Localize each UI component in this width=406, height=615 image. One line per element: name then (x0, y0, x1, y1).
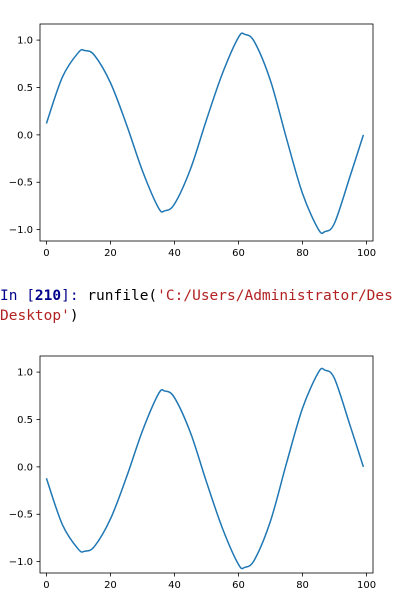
runfile-path-argument: 'C:/Users/Administrator/Des (157, 288, 393, 304)
x-tick-label: 60 (232, 580, 245, 591)
runfile-command: runfile( (87, 288, 158, 304)
y-tick-label: −0.5 (9, 178, 33, 189)
x-tick-label: 20 (104, 580, 117, 591)
input-prompt-number: 210 (34, 288, 62, 304)
y-tick-label: 0.5 (17, 83, 33, 94)
y-tick-label: −0.5 (9, 510, 33, 521)
x-tick-label: 60 (232, 248, 245, 259)
x-tick-label: 20 (104, 248, 117, 259)
console-output: In [210]: runfile('C:/Users/Administrato… (0, 286, 406, 326)
x-tick-label: 0 (43, 580, 49, 591)
line-chart-bottom: 0 20 40 60 80 100 −1.0 −0.5 0.0 0.5 1.0 (9, 355, 376, 591)
series-line (45, 32, 365, 235)
y-tick-label: 1.0 (17, 36, 33, 47)
plot-frame (39, 355, 374, 574)
x-tick-label: 100 (357, 580, 376, 591)
y-tick-label: 0.0 (17, 462, 33, 473)
x-tick-label: 0 (43, 248, 49, 259)
line-chart-top: 0 20 40 60 80 100 −1.0 −0.5 0.0 0.5 1.0 (9, 23, 376, 259)
x-tick-label: 40 (168, 248, 181, 259)
input-prompt-label: In [ (0, 288, 35, 304)
y-tick-label: 0.5 (17, 415, 33, 426)
y-tick-label: −1.0 (9, 225, 33, 236)
console-line-2: Desktop') (0, 308, 79, 324)
y-tick-label: −1.0 (9, 557, 33, 568)
runfile-close-paren: ) (69, 308, 79, 324)
console-line-1: In [210]: runfile('C:/Users/Administrato… (0, 288, 393, 304)
y-tick-label: 0.0 (17, 130, 33, 141)
x-tick-label: 40 (168, 580, 181, 591)
series-line (45, 367, 365, 570)
y-tick-label: 1.0 (17, 368, 33, 379)
runfile-path-continued: Desktop' (0, 308, 70, 324)
x-tick-label: 100 (357, 248, 376, 259)
x-tick-label: 80 (296, 248, 309, 259)
plot-frame (39, 23, 374, 242)
x-tick-label: 80 (296, 580, 309, 591)
input-prompt-close: ]: (61, 288, 88, 304)
